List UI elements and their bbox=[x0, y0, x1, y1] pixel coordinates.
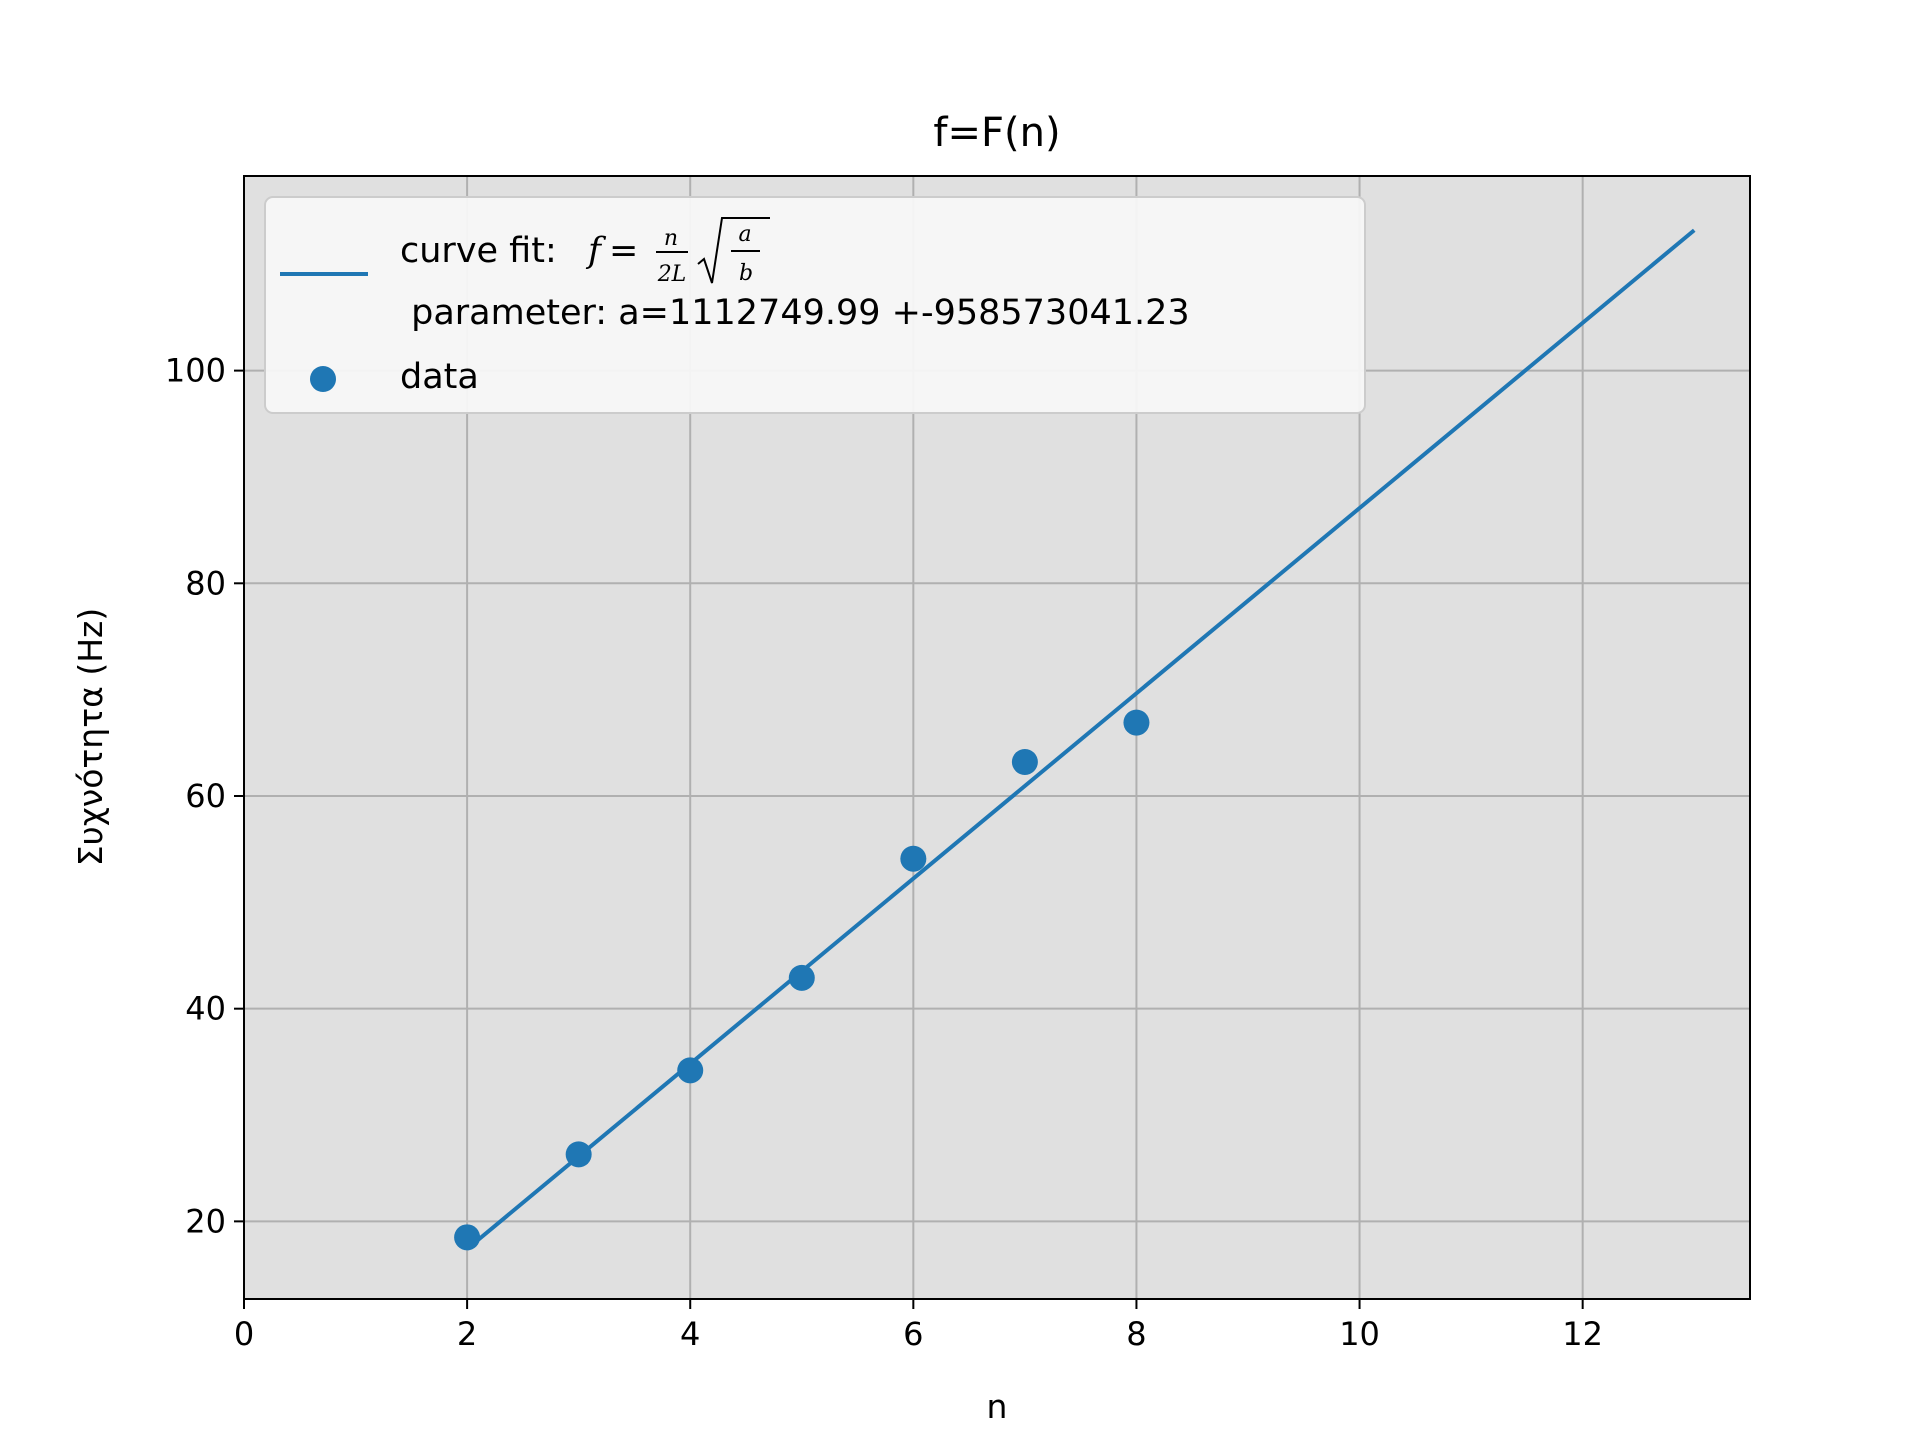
legend-fit-label: curve fit: bbox=[400, 231, 557, 271]
x-axis-label: n bbox=[987, 1387, 1008, 1426]
y-tick-label: 80 bbox=[185, 564, 226, 602]
legend-formula-sqrt-den: b bbox=[739, 261, 753, 286]
legend-box bbox=[264, 196, 1366, 414]
y-axis: 20 40 60 80 100 bbox=[165, 352, 244, 1240]
legend-formula-sqrt-sign bbox=[697, 217, 770, 284]
x-tick-label: 4 bbox=[680, 1315, 700, 1353]
y-axis-label: Συχνότητα (Hz) bbox=[71, 608, 110, 866]
x-tick-label: 2 bbox=[457, 1315, 477, 1353]
legend-scatter-swatch bbox=[310, 366, 336, 392]
x-tick-label: 12 bbox=[1562, 1315, 1603, 1353]
x-tick-label: 6 bbox=[903, 1315, 923, 1353]
x-tick-label: 10 bbox=[1339, 1315, 1380, 1353]
data-point bbox=[1123, 709, 1150, 736]
x-axis: 0 2 4 6 8 10 12 bbox=[234, 1299, 1603, 1353]
plot-frame bbox=[243, 175, 1751, 1300]
data-point bbox=[788, 964, 815, 991]
data-point bbox=[677, 1057, 704, 1084]
x-tick-label: 8 bbox=[1126, 1315, 1146, 1353]
legend-formula-eq: = bbox=[609, 231, 638, 271]
series-layer bbox=[454, 228, 1696, 1251]
data-point bbox=[454, 1224, 481, 1251]
y-tick-label: 40 bbox=[185, 990, 226, 1028]
legend-fit-prefix: curve fit: bbox=[400, 231, 557, 271]
chart-title: f=F(n) bbox=[933, 110, 1060, 156]
y-tick-label: 60 bbox=[185, 777, 226, 815]
fit-line bbox=[465, 228, 1696, 1251]
y-tick-label: 100 bbox=[165, 352, 226, 390]
legend-formula-sqrt-num: a bbox=[738, 222, 751, 247]
y-tick-label: 20 bbox=[185, 1202, 226, 1240]
legend-formula-den: 2L bbox=[657, 262, 687, 287]
data-point bbox=[1011, 748, 1038, 775]
legend-formula-num: n bbox=[664, 226, 678, 251]
data-point bbox=[565, 1141, 592, 1168]
x-tick-label: 0 bbox=[234, 1315, 254, 1353]
legend-data-label: data bbox=[400, 357, 479, 397]
data-point bbox=[900, 845, 927, 872]
legend: curve fit: f = n 2L a b parameter: a=111… bbox=[264, 196, 1366, 414]
legend-parameter-label: parameter: a=1112749.99 +-958573041.23 bbox=[400, 293, 1190, 333]
